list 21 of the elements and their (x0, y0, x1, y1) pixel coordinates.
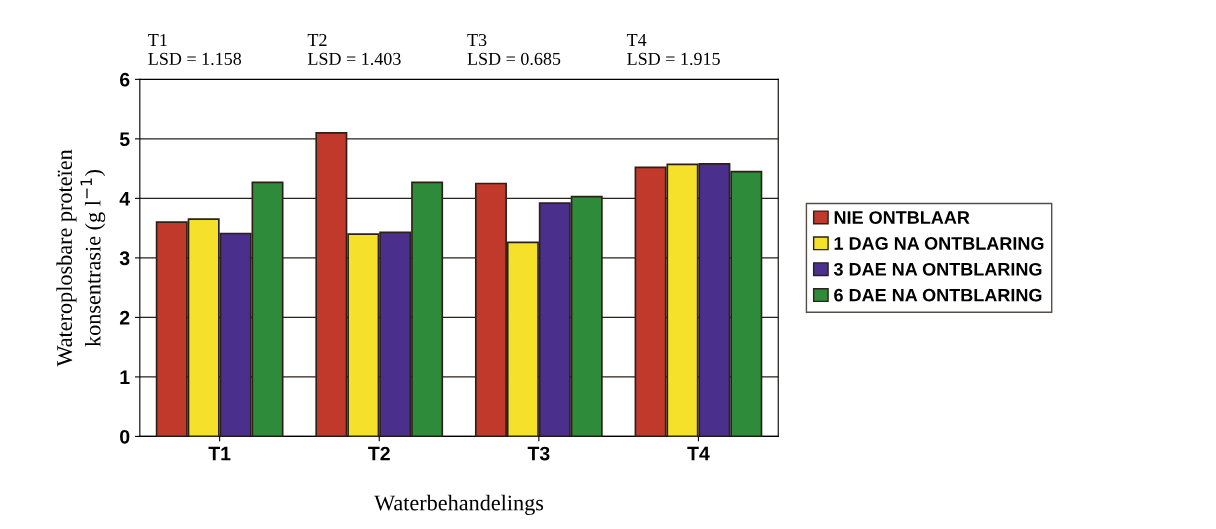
y-axis-title: Wateroplosbare proteïen konsentrasie (g l$^{−1}$) (56, 149, 106, 367)
legend-label: 3 DAE NA ONTBLARING (833, 262, 1042, 276)
legend-label: 6 DAE NA ONTBLARING (834, 288, 1042, 302)
text: T4 LSD = 1.915 (626, 34, 720, 66)
x-tick-label: T4 (687, 446, 710, 461)
x-tick-label: T3 (527, 446, 550, 461)
y-tick-label: 4 (119, 192, 131, 206)
text: T3 LSD = 0.685 (467, 33, 561, 66)
y-tick-label: 3 (119, 251, 130, 266)
y-tick-label: 6 (120, 72, 130, 87)
x-axis-title: Waterbehandelings (374, 494, 544, 516)
text: T1 LSD = 1.158 (148, 33, 242, 66)
y-tick-label: 0 (120, 429, 130, 444)
legend-label: NIE ONTBLAAR (834, 211, 970, 224)
y-tick-label: 2 (119, 310, 130, 325)
x-tick-label: T2 (368, 446, 390, 461)
text: T2 LSD = 1.403 (307, 33, 401, 66)
y-tick-label: 5 (119, 132, 130, 147)
x-tick-label: T1 (208, 446, 231, 461)
legend-label: 1 DAG NA ONTBLARING (834, 237, 1044, 250)
y-tick-label: 1 (120, 370, 130, 384)
